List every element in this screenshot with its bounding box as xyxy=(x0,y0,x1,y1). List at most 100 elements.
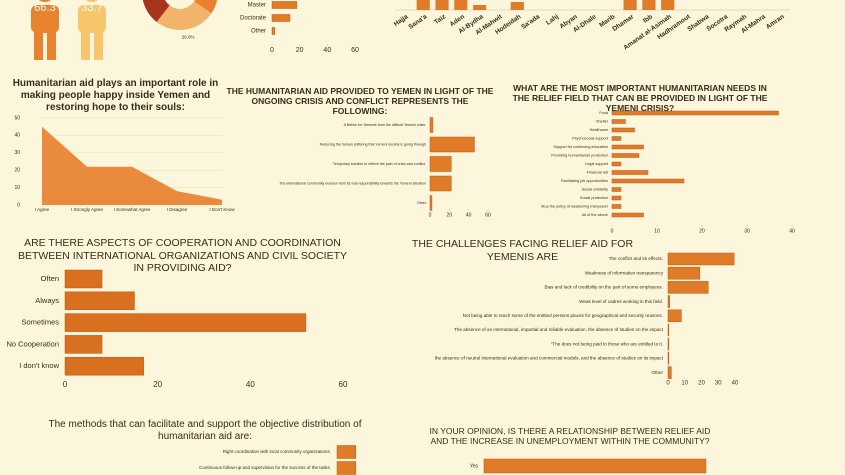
x-tick-label: 10 xyxy=(681,381,688,387)
chart-title: ARE THERE ASPECTS OF COOPERATION AND COO… xyxy=(17,237,348,275)
x-tick-label: 20 xyxy=(447,212,453,218)
y-tick-label: Other xyxy=(251,29,266,35)
x-tick-label: Taiz xyxy=(433,13,448,26)
y-tick-label: 10 xyxy=(14,185,20,191)
x-tick-label: 0 xyxy=(611,228,614,234)
x-tick-label: 10 xyxy=(654,228,660,234)
donut-slice xyxy=(194,0,218,14)
bar xyxy=(271,27,276,35)
x-tick-label: 30 xyxy=(744,228,750,234)
value-label: 66.3 xyxy=(34,2,55,14)
bar xyxy=(667,266,701,280)
x-tick-label: 20 xyxy=(153,380,162,389)
bar xyxy=(416,0,430,10)
area xyxy=(42,126,222,205)
bar xyxy=(336,445,357,459)
y-tick-label: Facilitating job opportunities xyxy=(561,179,608,183)
x-tick-label: I Disagree xyxy=(167,207,188,212)
x-tick-label: 60 xyxy=(485,212,491,218)
y-tick-label: Social protection xyxy=(580,196,608,200)
y-tick-label: 50 xyxy=(14,115,20,121)
chart-title: The methods that can facilitate and supp… xyxy=(48,419,362,442)
x-tick-label: 20 xyxy=(699,228,705,234)
bar xyxy=(64,356,145,376)
y-tick-label: Reducing the human suffering that Yemeni… xyxy=(320,142,426,146)
chart-title: Humanitarian aid plays an important role… xyxy=(12,78,219,113)
bar xyxy=(611,153,640,158)
y-tick-label: Food xyxy=(599,111,608,115)
chart-title: WHAT ARE THE MOST IMPORTANT HUMANITARIAN… xyxy=(512,83,768,114)
y-tick-label: the absence of neutral international eva… xyxy=(435,356,664,361)
bar xyxy=(510,2,524,10)
person-head xyxy=(39,0,51,2)
y-tick-label: 20 xyxy=(14,168,20,174)
bar xyxy=(611,136,622,141)
bar xyxy=(642,0,656,10)
y-tick-label: Temporary solution to relieve the pain o… xyxy=(333,162,426,166)
bar xyxy=(435,0,449,10)
x-tick-label: I Don't Know xyxy=(209,207,235,212)
x-tick-label: 60 xyxy=(339,380,348,389)
x-tick-label: 30 xyxy=(715,381,722,387)
y-tick-label: The international community evasion from… xyxy=(279,181,426,185)
x-tick-label: 40 xyxy=(246,380,255,389)
y-tick-label: Shelter xyxy=(596,120,609,124)
bar xyxy=(473,5,487,10)
y-tick-label: Weakness of information transparency xyxy=(585,270,664,275)
x-tick-label: 40 xyxy=(732,381,739,387)
y-tick-label: The conflict and its effects. xyxy=(609,256,663,261)
y-tick-label: Not being able to reach some of the enti… xyxy=(463,313,663,318)
chart-title: THE CHALLENGES FACING RELIEF AID FOR YEM… xyxy=(411,238,634,263)
bar xyxy=(64,335,103,354)
y-tick-label: Doctorate xyxy=(240,16,267,22)
y-tick-label: All of the above xyxy=(582,213,608,217)
bar xyxy=(429,117,434,133)
x-tick-label: Amran xyxy=(765,13,786,31)
value-label: 33.7 xyxy=(81,2,102,14)
bar xyxy=(64,313,307,332)
x-tick-label: I Somewhat Agree xyxy=(114,207,151,212)
bar xyxy=(611,127,635,133)
x-tick-label: 60 xyxy=(351,47,359,54)
bar xyxy=(271,14,291,22)
y-tick-label: Always xyxy=(35,296,59,305)
x-tick-label: 0 xyxy=(666,381,670,387)
x-tick-label: I Strongly Agree xyxy=(71,207,104,212)
y-tick-label: Yes xyxy=(470,463,479,469)
chart-title: THE HUMANITARIAN AID PROVIDED TO YEMEN I… xyxy=(226,86,494,117)
bar xyxy=(667,281,709,294)
y-tick-label: 30 xyxy=(14,150,20,156)
y-tick-label: Healthcare xyxy=(590,128,608,132)
bar xyxy=(611,144,644,150)
x-tick-label: 0 xyxy=(270,47,274,54)
y-tick-label: No Cooperation xyxy=(6,339,59,348)
bar xyxy=(611,204,622,209)
bar xyxy=(611,170,649,175)
x-tick-label: 20 xyxy=(296,47,304,54)
y-tick-label: I don't know xyxy=(19,361,59,370)
y-tick-label: The absence of an international, imparti… xyxy=(454,327,664,332)
value-label: 26.0% xyxy=(182,35,195,40)
y-tick-label: Master xyxy=(248,3,266,9)
person-leg xyxy=(94,30,103,60)
bar xyxy=(611,178,685,184)
bar xyxy=(611,110,779,116)
bar xyxy=(429,195,433,211)
x-tick-label: Ibb xyxy=(642,13,654,24)
y-tick-label: "The does not being paid to those who ar… xyxy=(551,341,663,346)
y-tick-label: Other xyxy=(652,370,664,375)
y-tick-label: Legal support xyxy=(585,162,609,166)
bar xyxy=(667,337,670,351)
y-tick-label: Other xyxy=(417,201,427,205)
y-tick-label: Often xyxy=(41,274,59,283)
bar xyxy=(336,461,357,475)
x-tick-label: 0 xyxy=(429,212,432,218)
x-tick-label: Sana'a xyxy=(407,13,428,31)
bar xyxy=(64,269,103,289)
y-tick-label: Continuous follow-up and supervision for… xyxy=(199,465,331,470)
y-tick-label: Support for continuing education xyxy=(553,145,608,149)
bar xyxy=(483,458,707,474)
x-tick-label: 20 xyxy=(698,381,705,387)
